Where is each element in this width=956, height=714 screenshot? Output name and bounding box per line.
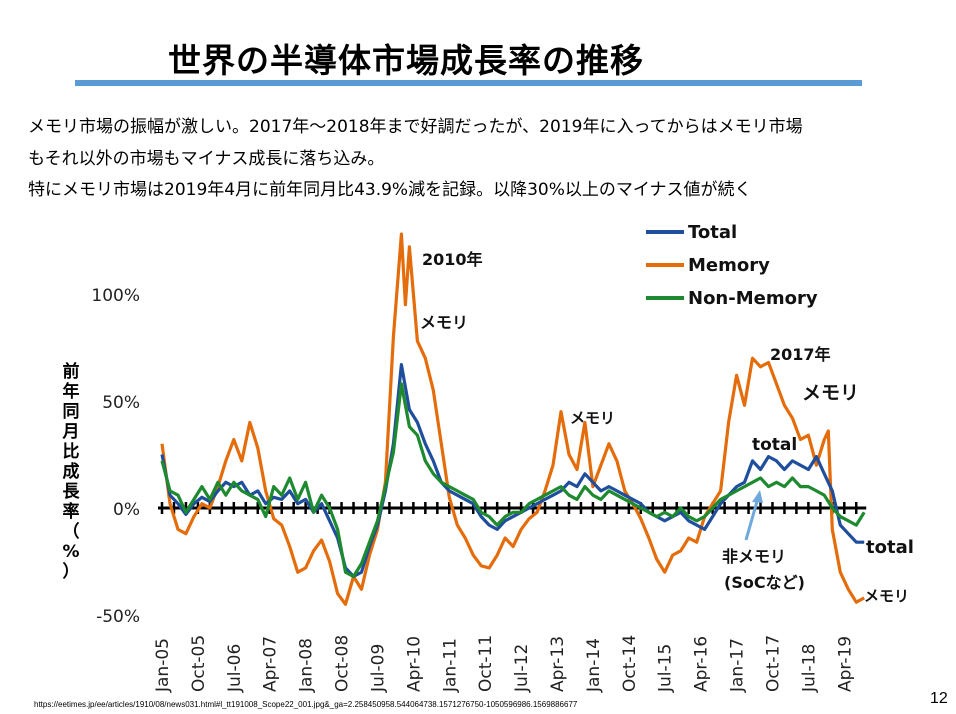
x-axis — [158, 502, 867, 514]
legend-label: Memory — [688, 255, 770, 276]
chart-annotation: (SoCなど) — [724, 573, 805, 592]
arrow-head-icon — [752, 490, 763, 503]
x-tick-label: Jan-05 — [153, 638, 173, 693]
x-tick-label: Apr-10 — [404, 636, 424, 692]
x-tick-label: Oct-11 — [476, 635, 496, 692]
legend: Total Memory Non-Memory — [646, 222, 818, 309]
chart-annotation: total — [752, 435, 797, 455]
x-tick-label: Apr-13 — [548, 636, 568, 692]
x-tick-label: Oct-08 — [333, 635, 353, 692]
description-line-1: メモリ市場の振幅が激しい。2017年～2018年まで好調だったが、2019年に入… — [28, 117, 803, 137]
chart-annotation: メモリ — [420, 313, 468, 332]
x-tick-label: Jan-08 — [297, 638, 317, 693]
legend-label: Non-Memory — [688, 288, 818, 309]
x-tick-label: Apr-07 — [261, 636, 281, 692]
series-lines — [160, 232, 866, 606]
x-tick-label: Oct-17 — [763, 635, 783, 692]
legend-label: Total — [688, 222, 737, 243]
chart-annotation: メモリ — [570, 409, 615, 427]
y-tick-label: 100% — [91, 286, 140, 306]
y-tick-label: 0% — [113, 500, 140, 520]
x-tick-label: Jan-14 — [584, 638, 604, 693]
chart-annotation: メモリ — [802, 382, 859, 404]
series-line-total — [160, 363, 865, 579]
y-axis-ticks: 100% 50% 0% -50% — [91, 286, 140, 627]
series-line-memory — [160, 232, 865, 606]
x-tick-label: Oct-14 — [620, 635, 640, 692]
x-tick-label: Jul-09 — [368, 644, 388, 693]
chart-annotation: メモリ — [864, 587, 909, 605]
x-tick-label: Apr-16 — [692, 636, 712, 692]
x-tick-label: Jan-11 — [440, 638, 460, 693]
x-tick-label: Jul-12 — [512, 644, 532, 693]
x-tick-label: Jul-06 — [225, 644, 245, 693]
y-tick-label: 50% — [102, 393, 140, 413]
y-tick-label: -50% — [96, 607, 140, 627]
series-line-non-memory — [160, 382, 866, 579]
x-tick-label: Oct-05 — [189, 635, 209, 692]
x-axis-tick-labels: Jan-05 Oct-05 Jul-06 Apr-07 Jan-08 Oct-08 Jul-… — [153, 635, 855, 693]
x-tick-label: Jul-15 — [656, 644, 676, 693]
page-number: 12 — [930, 690, 948, 707]
y-axis-label: 前年同月比成長率（%） — [62, 362, 80, 582]
description-line-3: 特にメモリ市場は2019年4月に前年同月比43.9%減を記録。以降30%以上のマ… — [28, 180, 752, 200]
source-url: https://eetimes.jp/ee/articles/1910/08/n… — [34, 700, 578, 709]
chart-annotation: total — [866, 537, 914, 558]
slide-title: 世界の半導体市場成長率の推移 — [168, 41, 644, 80]
annotations: 2010年メモリメモリ2017年メモリtotaltotal非メモリ(SoCなど)… — [420, 250, 914, 605]
x-tick-label: Apr-19 — [835, 636, 855, 692]
x-tick-label: Jan-17 — [728, 638, 748, 693]
title-underline — [75, 80, 862, 86]
description-line-2: もそれ以外の市場もマイナス成長に落ち込み。 — [28, 149, 385, 169]
x-tick-label: Jul-18 — [799, 644, 819, 693]
chart-annotation: 非メモリ — [722, 547, 786, 566]
annotation-arrow — [744, 497, 760, 541]
chart-annotation: 2017年 — [770, 345, 831, 364]
chart-annotation: 2010年 — [422, 250, 483, 269]
